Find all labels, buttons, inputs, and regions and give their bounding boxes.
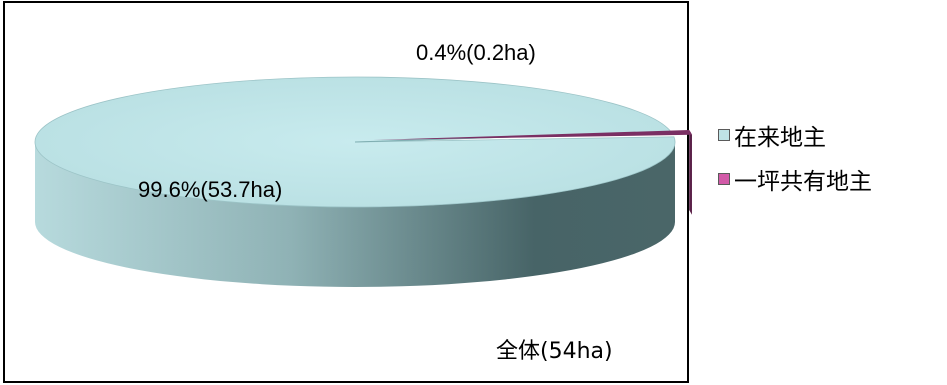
legend-swatch-zaira [718, 129, 730, 141]
legend-item-zaira: 在来地主 [718, 113, 872, 157]
pie-slice-side-hitotsubo [689, 129, 692, 215]
legend-item-hitotsubo: 一坪共有地主 [718, 157, 872, 201]
legend-swatch-hitotsubo [718, 173, 730, 185]
pie-slice-hitotsubo [373, 129, 692, 140]
data-label-zaira: 99.6%(53.7ha) [138, 177, 282, 202]
legend-label-zaira: 在来地主 [734, 125, 826, 151]
legend-label-hitotsubo: 一坪共有地主 [734, 169, 872, 195]
data-label-hitotsubo: 0.4%(0.2ha) [416, 40, 536, 65]
legend: 在来地主 一坪共有地主 [718, 113, 872, 201]
pie-slice-side-zaira [35, 142, 675, 287]
total-annotation: 全体(54ha) [496, 339, 613, 364]
